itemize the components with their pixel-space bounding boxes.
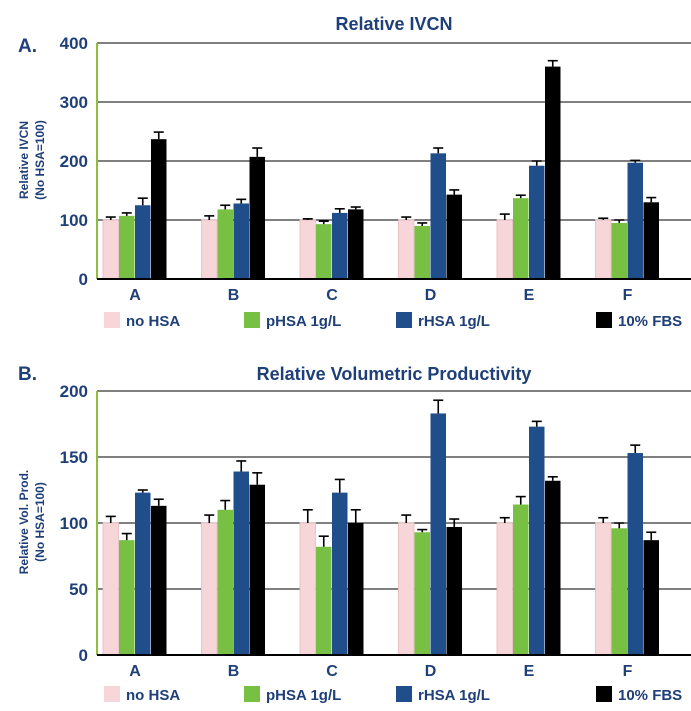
x-tick-label: A [129, 663, 141, 680]
legend-swatch [244, 312, 260, 328]
bar [398, 219, 415, 280]
legend-label: no HSA [126, 313, 180, 330]
y-axis-label-line: Relative Vol. Prod. [17, 470, 31, 574]
x-tick-label: F [623, 663, 633, 680]
chart-panel-b: B. Relative Volumetric Productivity Relati… [17, 364, 691, 704]
x-tick-label: E [524, 663, 535, 680]
legend: no HSA pHSA 1g/L rHSA 1g/L 10% FBS [104, 686, 682, 704]
legend-label: 10% FBS [618, 687, 682, 704]
x-tick-label: D [425, 663, 437, 680]
x-tick-label: C [326, 287, 338, 304]
y-axis-label-line: (No HSA=100) [33, 482, 47, 562]
bar [316, 546, 332, 655]
bar [299, 219, 316, 280]
legend-swatch [396, 312, 412, 328]
bar [430, 413, 446, 655]
bar [446, 194, 462, 279]
bar [430, 153, 446, 279]
bar [135, 492, 151, 655]
bar [545, 66, 561, 279]
chart-title: Relative Volumetric Productivity [257, 364, 532, 384]
bar [332, 212, 348, 279]
bar [233, 203, 249, 279]
bar [643, 540, 659, 655]
legend-swatch [596, 686, 612, 702]
legend-label: pHSA 1g/L [266, 687, 341, 704]
bar [119, 215, 135, 279]
legend-label: rHSA 1g/L [418, 687, 490, 704]
bar [611, 528, 627, 655]
bar [643, 202, 659, 279]
legend-swatch [104, 312, 120, 328]
y-tick-label: 100 [60, 514, 88, 533]
y-tick-label: 50 [69, 580, 88, 599]
legend-swatch [596, 312, 612, 328]
bar [316, 224, 332, 279]
legend-label: 10% FBS [618, 313, 682, 330]
bar [595, 219, 612, 280]
bar [201, 219, 218, 280]
bar [348, 523, 364, 655]
y-axis-label-line: (No HSA=100) [33, 120, 47, 200]
bar [151, 139, 167, 279]
bar [513, 504, 529, 655]
bar [611, 222, 627, 279]
legend: no HSA pHSA 1g/L rHSA 1g/L 10% FBS [104, 312, 682, 330]
chart-title: Relative IVCN [335, 14, 452, 34]
x-tick-label: F [623, 287, 633, 304]
x-tick-label: A [129, 287, 141, 304]
x-tick-label: E [524, 287, 535, 304]
bar [135, 205, 151, 279]
bar [217, 509, 233, 655]
legend-label: pHSA 1g/L [266, 313, 341, 330]
panel-letter: A. [18, 36, 37, 57]
legend-swatch [104, 686, 120, 702]
bar [513, 198, 529, 279]
bar [332, 492, 348, 655]
bar [595, 522, 612, 656]
y-axis-label-line: Relative IVCN [17, 121, 31, 199]
bar [217, 209, 233, 279]
y-tick-label: 400 [60, 34, 88, 53]
y-tick-label: 0 [79, 270, 88, 289]
bar [348, 209, 364, 279]
y-tick-label: 150 [60, 448, 88, 467]
bar [398, 522, 415, 656]
x-tick-label: B [228, 287, 240, 304]
legend-swatch [396, 686, 412, 702]
bar [545, 480, 561, 655]
y-tick-label: 0 [79, 646, 88, 665]
bar [151, 505, 167, 655]
bar [299, 522, 316, 656]
bar [119, 540, 135, 655]
bar [414, 532, 430, 655]
bar [446, 526, 462, 655]
y-tick-label: 100 [60, 211, 88, 230]
x-tick-label: B [228, 663, 240, 680]
bar [627, 453, 643, 655]
y-tick-label: 300 [60, 93, 88, 112]
legend-label: no HSA [126, 687, 180, 704]
bar [102, 219, 119, 280]
bar [249, 484, 265, 655]
bar [496, 522, 513, 656]
bar [529, 165, 545, 279]
bar [529, 426, 545, 655]
x-tick-label: D [425, 287, 437, 304]
bar [627, 162, 643, 279]
bar [414, 225, 430, 279]
bar [201, 522, 218, 656]
bar [249, 156, 265, 279]
bar [233, 471, 249, 655]
legend-swatch [244, 686, 260, 702]
y-tick-label: 200 [60, 382, 88, 401]
bar [496, 219, 513, 280]
bar [102, 522, 119, 656]
panel-letter: B. [18, 364, 37, 385]
y-tick-label: 200 [60, 152, 88, 171]
legend-label: rHSA 1g/L [418, 313, 490, 330]
x-tick-label: C [326, 663, 338, 680]
